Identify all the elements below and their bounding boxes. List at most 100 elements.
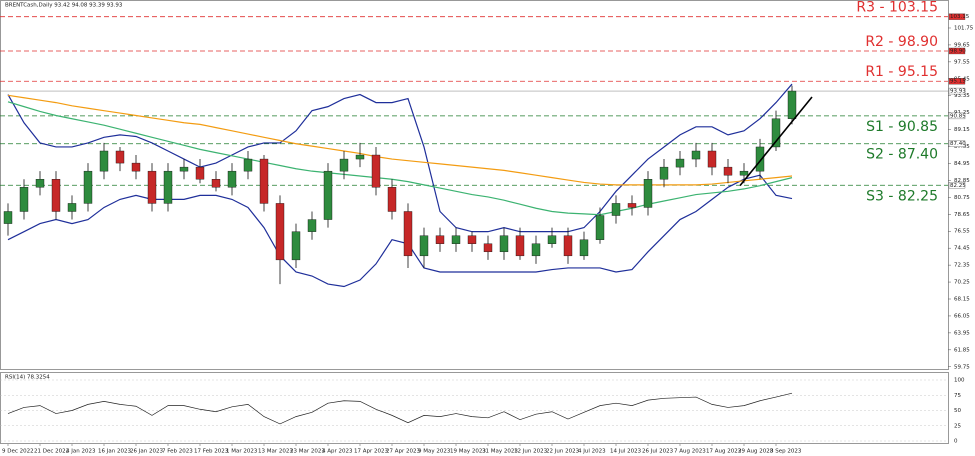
candle-body <box>163 170 173 204</box>
rsi-panel <box>0 372 949 444</box>
x-tick-label: 19 May 2023 <box>450 449 486 455</box>
x-tick-label: 21 Dec 2022 <box>34 449 69 455</box>
x-tick-label: 17 Aug 2023 <box>706 449 742 455</box>
candle-body <box>531 243 541 257</box>
last-price-label: 93.93 <box>950 89 966 95</box>
candle-body <box>147 170 157 204</box>
candle-body <box>467 235 477 244</box>
x-tick-label: 12 Jun 2023 <box>514 449 548 455</box>
candle-body <box>195 166 205 180</box>
candle-body <box>275 203 285 261</box>
candle-body <box>179 166 189 172</box>
candle-body <box>723 166 733 176</box>
level-tag <box>948 78 966 85</box>
rsi-tick-label: 50 <box>954 408 961 414</box>
candle-body <box>483 243 493 253</box>
level-tag-label: 87.40 <box>950 141 966 147</box>
candle-body <box>515 235 525 257</box>
x-tick-label: 26 Jul 2023 <box>642 449 674 455</box>
x-tick-label: 4 Jan 2023 <box>66 449 96 455</box>
x-tick-label: 22 Jun 2023 <box>546 449 580 455</box>
level-tag <box>948 140 966 147</box>
x-tick-label: 29 Aug 2023 <box>738 449 774 455</box>
rsi-title: RSI(14) 78.3254 <box>5 375 50 381</box>
x-tick-label: 4 Apr 2023 <box>322 449 353 455</box>
last-price-tag <box>948 87 966 95</box>
candle-body <box>659 166 669 180</box>
candle-body <box>547 235 557 244</box>
candle-body <box>787 90 797 119</box>
candle-body <box>499 235 509 253</box>
y-tick-label: 70.25 <box>954 280 970 286</box>
candle-body <box>211 179 221 188</box>
x-tick-label: 8 Sep 2023 <box>770 449 802 455</box>
candle-body <box>355 154 365 160</box>
rsi-tick-label: 75 <box>954 393 961 399</box>
candle-body <box>611 203 621 216</box>
candle-body <box>643 179 653 208</box>
level-label: S3 - 82.25 <box>866 188 938 204</box>
candle-body <box>99 150 109 172</box>
rsi-tick-label: 25 <box>954 423 961 429</box>
candle-body <box>227 170 237 188</box>
y-tick-label: 61.85 <box>954 347 970 353</box>
candle-body <box>371 154 381 188</box>
candle-body <box>563 235 573 257</box>
y-tick-label: 66.05 <box>954 313 970 319</box>
level-label: R3 - 103.15 <box>856 0 938 16</box>
level-tag <box>948 13 966 20</box>
candle-body <box>691 150 701 160</box>
chart-title: BRENTCash,Daily 93.42 94.08 93.39 93.93 <box>5 3 123 9</box>
candle-body <box>739 170 749 176</box>
candle-body <box>403 211 413 257</box>
candle-body <box>451 235 461 244</box>
y-tick-label: 78.65 <box>954 212 970 218</box>
x-tick-label: 9 May 2023 <box>418 449 451 455</box>
x-tick-label: 14 Jul 2023 <box>610 449 642 455</box>
x-tick-label: 17 Feb 2023 <box>194 449 229 455</box>
candle-body <box>707 150 717 168</box>
candle-body <box>291 231 301 261</box>
candle-body <box>243 158 253 172</box>
x-tick-label: 13 Mar 2023 <box>258 449 293 455</box>
candle-body <box>115 150 125 164</box>
x-tick-label: 16 Jan 2023 <box>98 449 131 455</box>
indicator-line <box>7 101 793 216</box>
level-tag-label: 103.15 <box>950 14 970 20</box>
y-tick-label: 89.15 <box>954 127 970 133</box>
candle-body <box>675 158 685 168</box>
candle-body <box>755 146 765 172</box>
candle-body <box>19 187 29 212</box>
candle-body <box>35 179 45 188</box>
level-tag-label: 82.25 <box>950 183 966 189</box>
rsi-line <box>7 392 793 425</box>
level-tag <box>948 47 966 55</box>
y-tick-label: 84.95 <box>954 161 970 167</box>
candle-body <box>579 239 589 257</box>
level-tag-label: 90.85 <box>950 113 966 119</box>
indicator-line <box>7 174 793 288</box>
level-label: R2 - 98.90 <box>865 34 938 50</box>
y-tick-label: 80.75 <box>954 195 970 201</box>
x-tick-label: 7 Aug 2023 <box>674 449 706 455</box>
y-tick-label: 101.75 <box>954 25 974 31</box>
y-tick-label: 59.75 <box>954 364 970 370</box>
candle-body <box>307 219 317 232</box>
candle-body <box>435 235 445 244</box>
indicator-line <box>7 94 793 186</box>
y-tick-label: 97.55 <box>954 59 970 65</box>
x-tick-label: 7 Feb 2023 <box>162 449 193 455</box>
x-tick-label: 23 Mar 2023 <box>290 449 325 455</box>
x-tick-label: 17 Apr 2023 <box>354 449 389 455</box>
trendline <box>739 96 813 187</box>
y-tick-label: 99.65 <box>954 42 970 48</box>
y-tick-label: 63.95 <box>954 330 970 336</box>
y-tick-label: 93.35 <box>954 93 970 99</box>
y-tick-label: 76.55 <box>954 229 970 235</box>
x-tick-label: 27 Apr 2023 <box>386 449 421 455</box>
candle-body <box>259 158 269 204</box>
y-tick-label: 68.15 <box>954 297 970 303</box>
candle-body <box>595 215 605 240</box>
level-label: S1 - 90.85 <box>866 119 938 135</box>
